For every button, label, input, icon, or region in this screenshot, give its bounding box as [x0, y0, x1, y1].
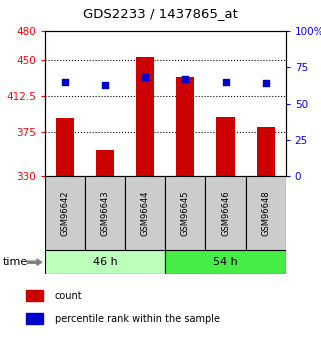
- Bar: [246, 176, 286, 250]
- Bar: [26, 313, 43, 324]
- Text: GSM96642: GSM96642: [60, 190, 70, 236]
- Bar: [125, 176, 165, 250]
- Bar: [256, 127, 275, 176]
- Text: 54 h: 54 h: [213, 257, 238, 267]
- Text: GSM96646: GSM96646: [221, 190, 230, 236]
- Text: GSM96648: GSM96648: [261, 190, 270, 236]
- Bar: [26, 290, 43, 301]
- Text: 46 h: 46 h: [93, 257, 117, 267]
- Bar: [205, 176, 246, 250]
- Bar: [45, 250, 165, 274]
- Point: [143, 75, 148, 80]
- Bar: [85, 176, 125, 250]
- Point: [183, 76, 188, 82]
- Text: count: count: [55, 290, 82, 300]
- Text: GSM96645: GSM96645: [181, 190, 190, 236]
- Point: [263, 80, 268, 86]
- Bar: [136, 57, 154, 176]
- Bar: [56, 118, 74, 176]
- Point: [62, 79, 67, 85]
- Text: percentile rank within the sample: percentile rank within the sample: [55, 314, 220, 324]
- Text: GDS2233 / 1437865_at: GDS2233 / 1437865_at: [83, 7, 238, 20]
- Point: [223, 79, 228, 85]
- Bar: [216, 117, 235, 176]
- Bar: [165, 176, 205, 250]
- Bar: [165, 250, 286, 274]
- Bar: [45, 176, 85, 250]
- Text: GSM96644: GSM96644: [141, 190, 150, 236]
- Text: time: time: [3, 257, 29, 267]
- Bar: [176, 77, 195, 176]
- Text: GSM96643: GSM96643: [100, 190, 110, 236]
- Bar: [96, 150, 114, 176]
- Point: [102, 82, 108, 87]
